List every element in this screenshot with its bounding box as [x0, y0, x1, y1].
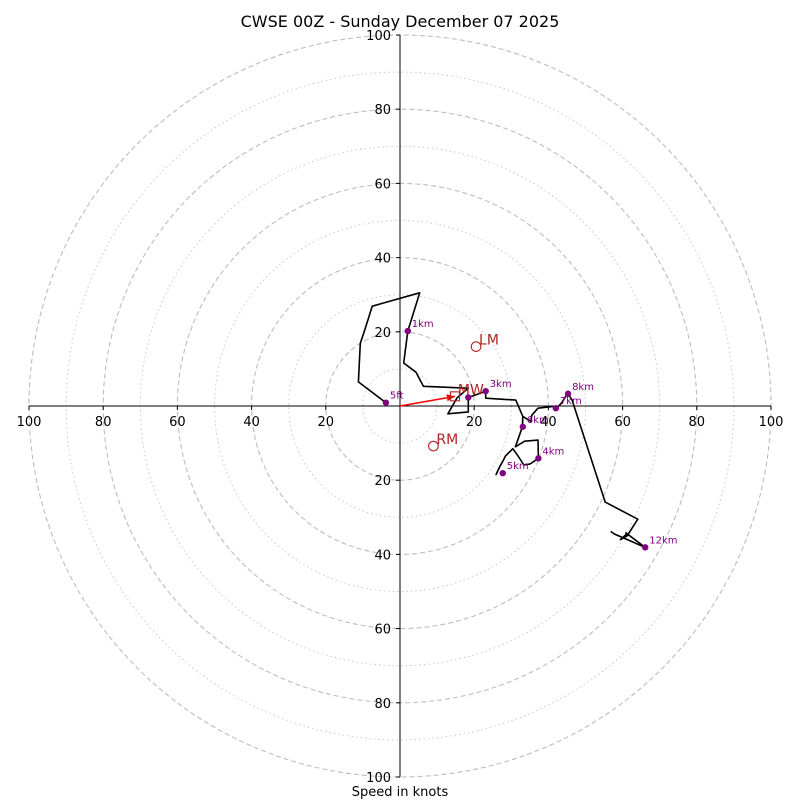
height-point [404, 327, 411, 335]
height-label: 5ft [390, 391, 404, 402]
x-tick-label: 100 [759, 415, 784, 430]
y-tick-label: 40 [374, 252, 391, 267]
ticks: 100 80 60 40 20 20 40 60 80 100 100 80 60 40 20 20 40 60 8… [17, 29, 784, 786]
x-tick-label: 40 [540, 415, 557, 430]
height-point [564, 390, 572, 397]
height-label: 8km [572, 382, 594, 393]
height-label: 12km [649, 535, 677, 546]
height-label: 5km [507, 461, 529, 472]
y-tick-label: 80 [374, 697, 391, 712]
chart-title: CWSE 00Z - Sunday December 07 2025 [241, 12, 560, 31]
height-label: 6km [527, 415, 549, 426]
y-tick-label: 80 [374, 103, 391, 118]
height-point [465, 394, 472, 401]
x-tick-label: 40 [243, 415, 260, 430]
storm-motion-vector [399, 395, 456, 407]
height-label: 1km [412, 319, 434, 330]
height-label: 3km [490, 379, 512, 390]
height-label: 4km [542, 446, 564, 457]
storm-marker-label: RM [436, 432, 458, 448]
x-tick-label: 80 [689, 415, 706, 430]
mean-wind-marker [449, 391, 460, 402]
x-axis-label: Speed in knots [352, 785, 449, 800]
points: 5ft 1km 3km 6km 4km 5km 7km 8km 12km [382, 319, 677, 551]
height-point [499, 469, 506, 477]
x-tick-label: 20 [318, 415, 335, 430]
x-tick-label: 100 [17, 415, 42, 430]
height-point [482, 387, 489, 395]
height-point [552, 405, 560, 412]
x-tick-label: 80 [95, 415, 112, 430]
y-tick-label: 20 [374, 474, 391, 489]
y-tick-label: 100 [366, 29, 391, 44]
storm-motion-marker [428, 440, 439, 452]
hodograph-trace-segment [495, 416, 540, 476]
y-tick-label: 40 [374, 548, 391, 563]
y-tick-label: 60 [374, 177, 391, 192]
x-tick-label: 60 [169, 415, 186, 430]
traces [357, 291, 647, 549]
storm-marker-label: MW [458, 382, 484, 398]
x-tick-label: 60 [614, 415, 631, 430]
markers: LM RM MW [428, 333, 499, 452]
height-point [535, 455, 542, 462]
y-tick-label: 100 [366, 771, 391, 786]
height-point [519, 423, 527, 430]
storm-marker-label: LM [479, 333, 499, 349]
height-label: 7km [560, 396, 582, 407]
storm-motion-marker [470, 341, 482, 352]
y-tick-label: 60 [374, 623, 391, 638]
x-tick-label: 20 [466, 415, 483, 430]
hodograph-trace [357, 291, 647, 549]
height-point [382, 399, 390, 406]
height-point [642, 544, 649, 551]
y-tick-label: 20 [374, 326, 391, 341]
